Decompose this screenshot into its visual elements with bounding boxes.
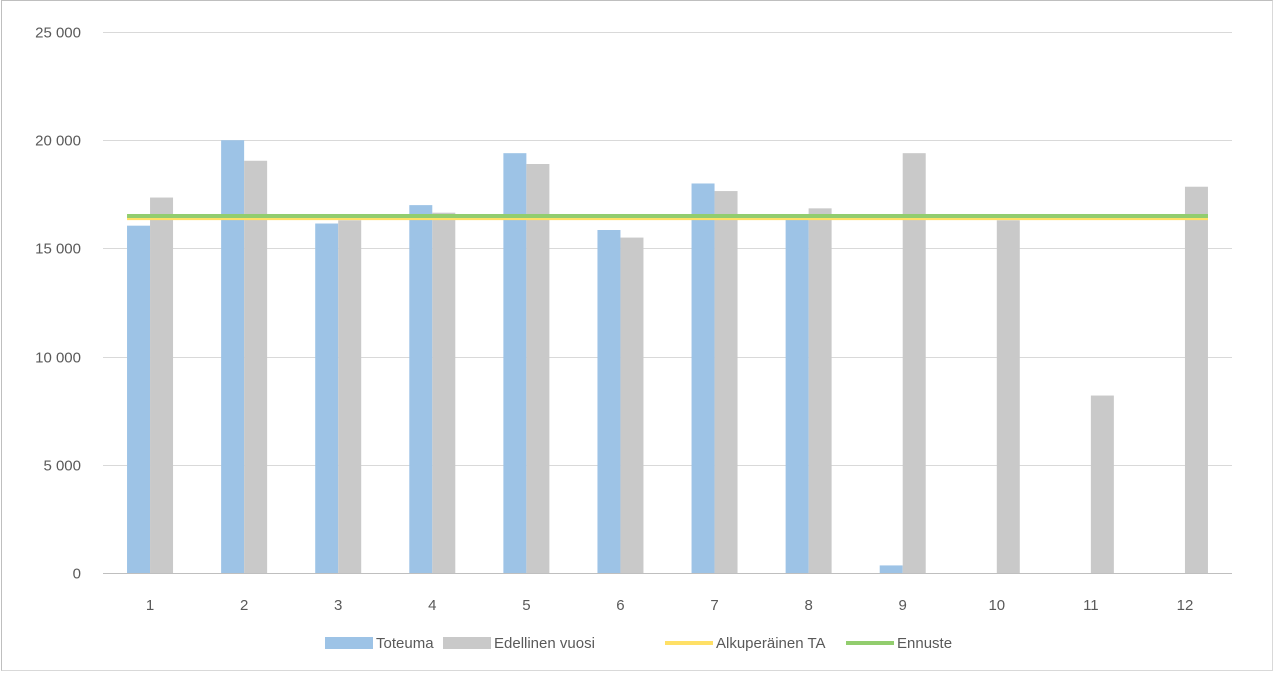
y-tick-label: 15 000 bbox=[35, 241, 81, 258]
bar-edellinen-vuosi bbox=[1184, 186, 1208, 573]
y-tick-label: 0 bbox=[73, 566, 81, 583]
bar-toteuma bbox=[879, 565, 903, 573]
legend-label: Alkuperäinen TA bbox=[716, 635, 826, 652]
bar-edellinen-vuosi bbox=[620, 237, 644, 573]
bar-edellinen-vuosi bbox=[808, 208, 832, 573]
bar-toteuma bbox=[409, 205, 433, 573]
legend-swatch-bar bbox=[325, 637, 373, 649]
x-tick-label: 4 bbox=[428, 597, 436, 614]
bar-edellinen-vuosi bbox=[244, 160, 268, 573]
x-tick-label: 11 bbox=[1083, 597, 1099, 614]
bar-edellinen-vuosi bbox=[1090, 395, 1114, 573]
x-tick-label: 3 bbox=[334, 597, 342, 614]
legend: Toteuma Edellinen vuosi Alkuperäinen TA Enn… bbox=[325, 635, 952, 652]
bar-edellinen-vuosi bbox=[526, 164, 550, 573]
x-axis: 1 2 3 4 5 6 7 8 9 10 11 12 bbox=[146, 597, 1193, 614]
bar-edellinen-vuosi bbox=[996, 220, 1020, 573]
bar-edellinen-vuosi bbox=[150, 197, 174, 573]
legend-swatch-bar bbox=[443, 637, 491, 649]
bar-toteuma bbox=[127, 225, 151, 574]
bar-toteuma bbox=[691, 183, 715, 574]
y-tick-label: 25 000 bbox=[35, 25, 81, 42]
x-tick-label: 9 bbox=[899, 597, 907, 614]
bar-edellinen-vuosi bbox=[338, 220, 362, 573]
y-tick-label: 5 000 bbox=[43, 458, 81, 475]
bar-edellinen-vuosi bbox=[714, 191, 738, 573]
bar-edellinen-vuosi bbox=[432, 212, 456, 573]
bar-toteuma bbox=[503, 153, 527, 573]
gridlines bbox=[103, 32, 1232, 574]
x-tick-label: 10 bbox=[988, 597, 1005, 614]
bars bbox=[127, 140, 1208, 574]
bar-toteuma bbox=[221, 140, 245, 573]
x-tick-label: 1 bbox=[146, 597, 154, 614]
legend-label: Edellinen vuosi bbox=[494, 635, 595, 652]
legend-label: Ennuste bbox=[897, 635, 952, 652]
bar-edellinen-vuosi bbox=[902, 153, 926, 573]
x-tick-label: 12 bbox=[1177, 597, 1194, 614]
x-tick-label: 7 bbox=[710, 597, 718, 614]
y-tick-label: 20 000 bbox=[35, 133, 81, 150]
x-tick-label: 8 bbox=[804, 597, 812, 614]
y-axis: 0 5 000 10 000 15 000 20 000 25 000 bbox=[35, 25, 81, 583]
x-tick-label: 2 bbox=[240, 597, 248, 614]
bar-toteuma bbox=[315, 223, 339, 573]
x-tick-label: 5 bbox=[522, 597, 530, 614]
legend-label: Toteuma bbox=[376, 635, 434, 652]
y-tick-label: 10 000 bbox=[35, 350, 81, 367]
bar-toteuma bbox=[785, 215, 809, 573]
x-tick-label: 6 bbox=[616, 597, 624, 614]
bar-toteuma bbox=[597, 230, 621, 574]
series-lines bbox=[127, 213, 1208, 221]
